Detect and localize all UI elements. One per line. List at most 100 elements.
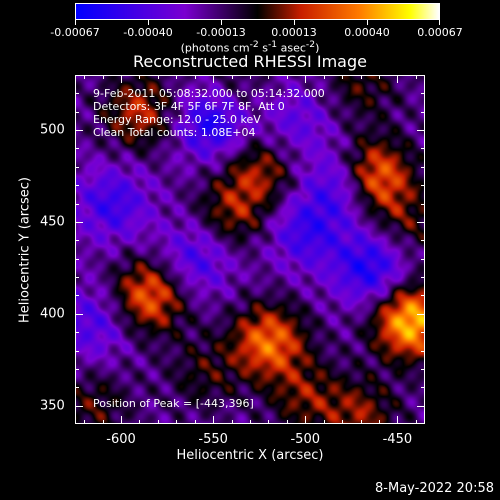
y-minor-tick (421, 185, 425, 187)
x-minor-tick (415, 420, 417, 424)
y-minor-tick (75, 203, 79, 205)
y-tick-left (75, 405, 83, 407)
y-minor-tick (421, 368, 425, 370)
x-minor-tick (378, 75, 380, 79)
x-tick-top (397, 75, 399, 83)
colorbar-tick (75, 20, 76, 25)
info-time-range: 9-Feb-2011 05:08:32.000 to 05:14:32.000 (93, 87, 325, 100)
x-minor-tick (286, 420, 288, 424)
colorbar-tick-label: -0.00040 (123, 26, 173, 39)
x-minor-tick (268, 75, 270, 79)
x-tick-bottom (305, 416, 307, 424)
x-minor-tick (139, 420, 141, 424)
y-minor-tick (75, 111, 79, 113)
x-tick-top (213, 75, 215, 83)
x-tick-bottom (121, 416, 123, 424)
colorbar-tick (221, 20, 222, 25)
x-tick-label: -600 (106, 432, 136, 447)
y-minor-tick (75, 332, 79, 334)
y-minor-tick (75, 166, 79, 168)
y-minor-tick (75, 387, 79, 389)
y-minor-tick (421, 258, 425, 260)
x-minor-tick (231, 420, 233, 424)
info-energy-range: Energy Range: 12.0 - 25.0 keV (93, 113, 261, 126)
x-minor-tick (176, 75, 178, 79)
y-tick-label: 350 (40, 398, 65, 414)
y-minor-tick (75, 240, 79, 242)
x-minor-tick (342, 75, 344, 79)
colorbar-tick (367, 20, 368, 25)
y-tick-label: 500 (40, 122, 65, 138)
y-minor-tick (75, 185, 79, 187)
timestamp: 8-May-2022 20:58 (375, 481, 494, 496)
y-minor-tick (421, 295, 425, 297)
x-minor-tick (231, 75, 233, 79)
colorbar-tick-label: 0.00040 (344, 26, 390, 39)
colorbar-tick-label: 0.00013 (271, 26, 317, 39)
x-minor-tick (176, 420, 178, 424)
x-tick-bottom (397, 416, 399, 424)
y-minor-tick (421, 203, 425, 205)
y-tick-right (417, 221, 425, 223)
colorbar-tick (148, 20, 149, 25)
x-minor-tick (360, 420, 362, 424)
y-minor-tick (421, 240, 425, 242)
y-minor-tick (421, 277, 425, 279)
y-tick-right (417, 130, 425, 132)
y-minor-tick (75, 277, 79, 279)
info-peak-position: Position of Peak = [-443,396] (93, 397, 254, 410)
y-minor-tick (75, 295, 79, 297)
y-tick-right (417, 405, 425, 407)
colorbar-tick-label: 0.00067 (417, 26, 463, 39)
colorbar-tick (294, 20, 295, 25)
y-tick-left (75, 221, 83, 223)
x-minor-tick (194, 420, 196, 424)
y-tick-label: 400 (40, 306, 65, 322)
colorbar-tick (439, 20, 440, 25)
y-minor-tick (421, 93, 425, 95)
x-minor-tick (102, 420, 104, 424)
x-tick-bottom (213, 416, 215, 424)
y-minor-tick (75, 148, 79, 150)
x-minor-tick (84, 420, 86, 424)
x-minor-tick (378, 420, 380, 424)
x-minor-tick (360, 75, 362, 79)
y-minor-tick (421, 332, 425, 334)
y-minor-tick (75, 258, 79, 260)
x-tick-label: -550 (198, 432, 228, 447)
info-detectors: Detectors: 3F 4F 5F 6F 7F 8F, Att 0 (93, 100, 285, 113)
x-tick-label: -450 (382, 432, 413, 447)
x-tick-top (121, 75, 123, 83)
x-minor-tick (250, 420, 251, 424)
y-tick-label: 450 (40, 214, 65, 230)
y-tick-left (75, 130, 83, 132)
y-axis-label: Heliocentric Y (arcsec) (17, 177, 33, 323)
x-tick-top (305, 75, 307, 83)
x-axis-label: Heliocentric X (arcsec) (176, 448, 324, 463)
x-minor-tick (157, 75, 159, 79)
x-minor-tick (286, 75, 288, 79)
info-clean-counts: Clean Total counts: 1.08E+04 (93, 126, 256, 139)
y-minor-tick (421, 111, 425, 113)
x-minor-tick (415, 75, 417, 79)
x-minor-tick (342, 420, 344, 424)
heatmap-image (75, 75, 425, 424)
x-minor-tick (102, 75, 104, 79)
x-minor-tick (157, 420, 159, 424)
y-minor-tick (421, 387, 425, 389)
x-minor-tick (139, 75, 141, 79)
y-minor-tick (421, 148, 425, 150)
x-minor-tick (323, 75, 325, 79)
plot-title: Reconstructed RHESSI Image (133, 52, 367, 71)
colorbar-units: (photons cm-2 s-1 asec-2) (180, 39, 320, 55)
y-minor-tick (421, 166, 425, 168)
y-minor-tick (75, 350, 79, 352)
y-tick-left (75, 313, 83, 315)
x-minor-tick (323, 420, 325, 424)
plot-area (75, 75, 425, 424)
colorbar-tick-label: -0.00067 (50, 26, 100, 39)
x-minor-tick (84, 75, 86, 79)
y-minor-tick (75, 93, 79, 95)
x-minor-tick (194, 75, 196, 79)
y-tick-right (417, 313, 425, 315)
